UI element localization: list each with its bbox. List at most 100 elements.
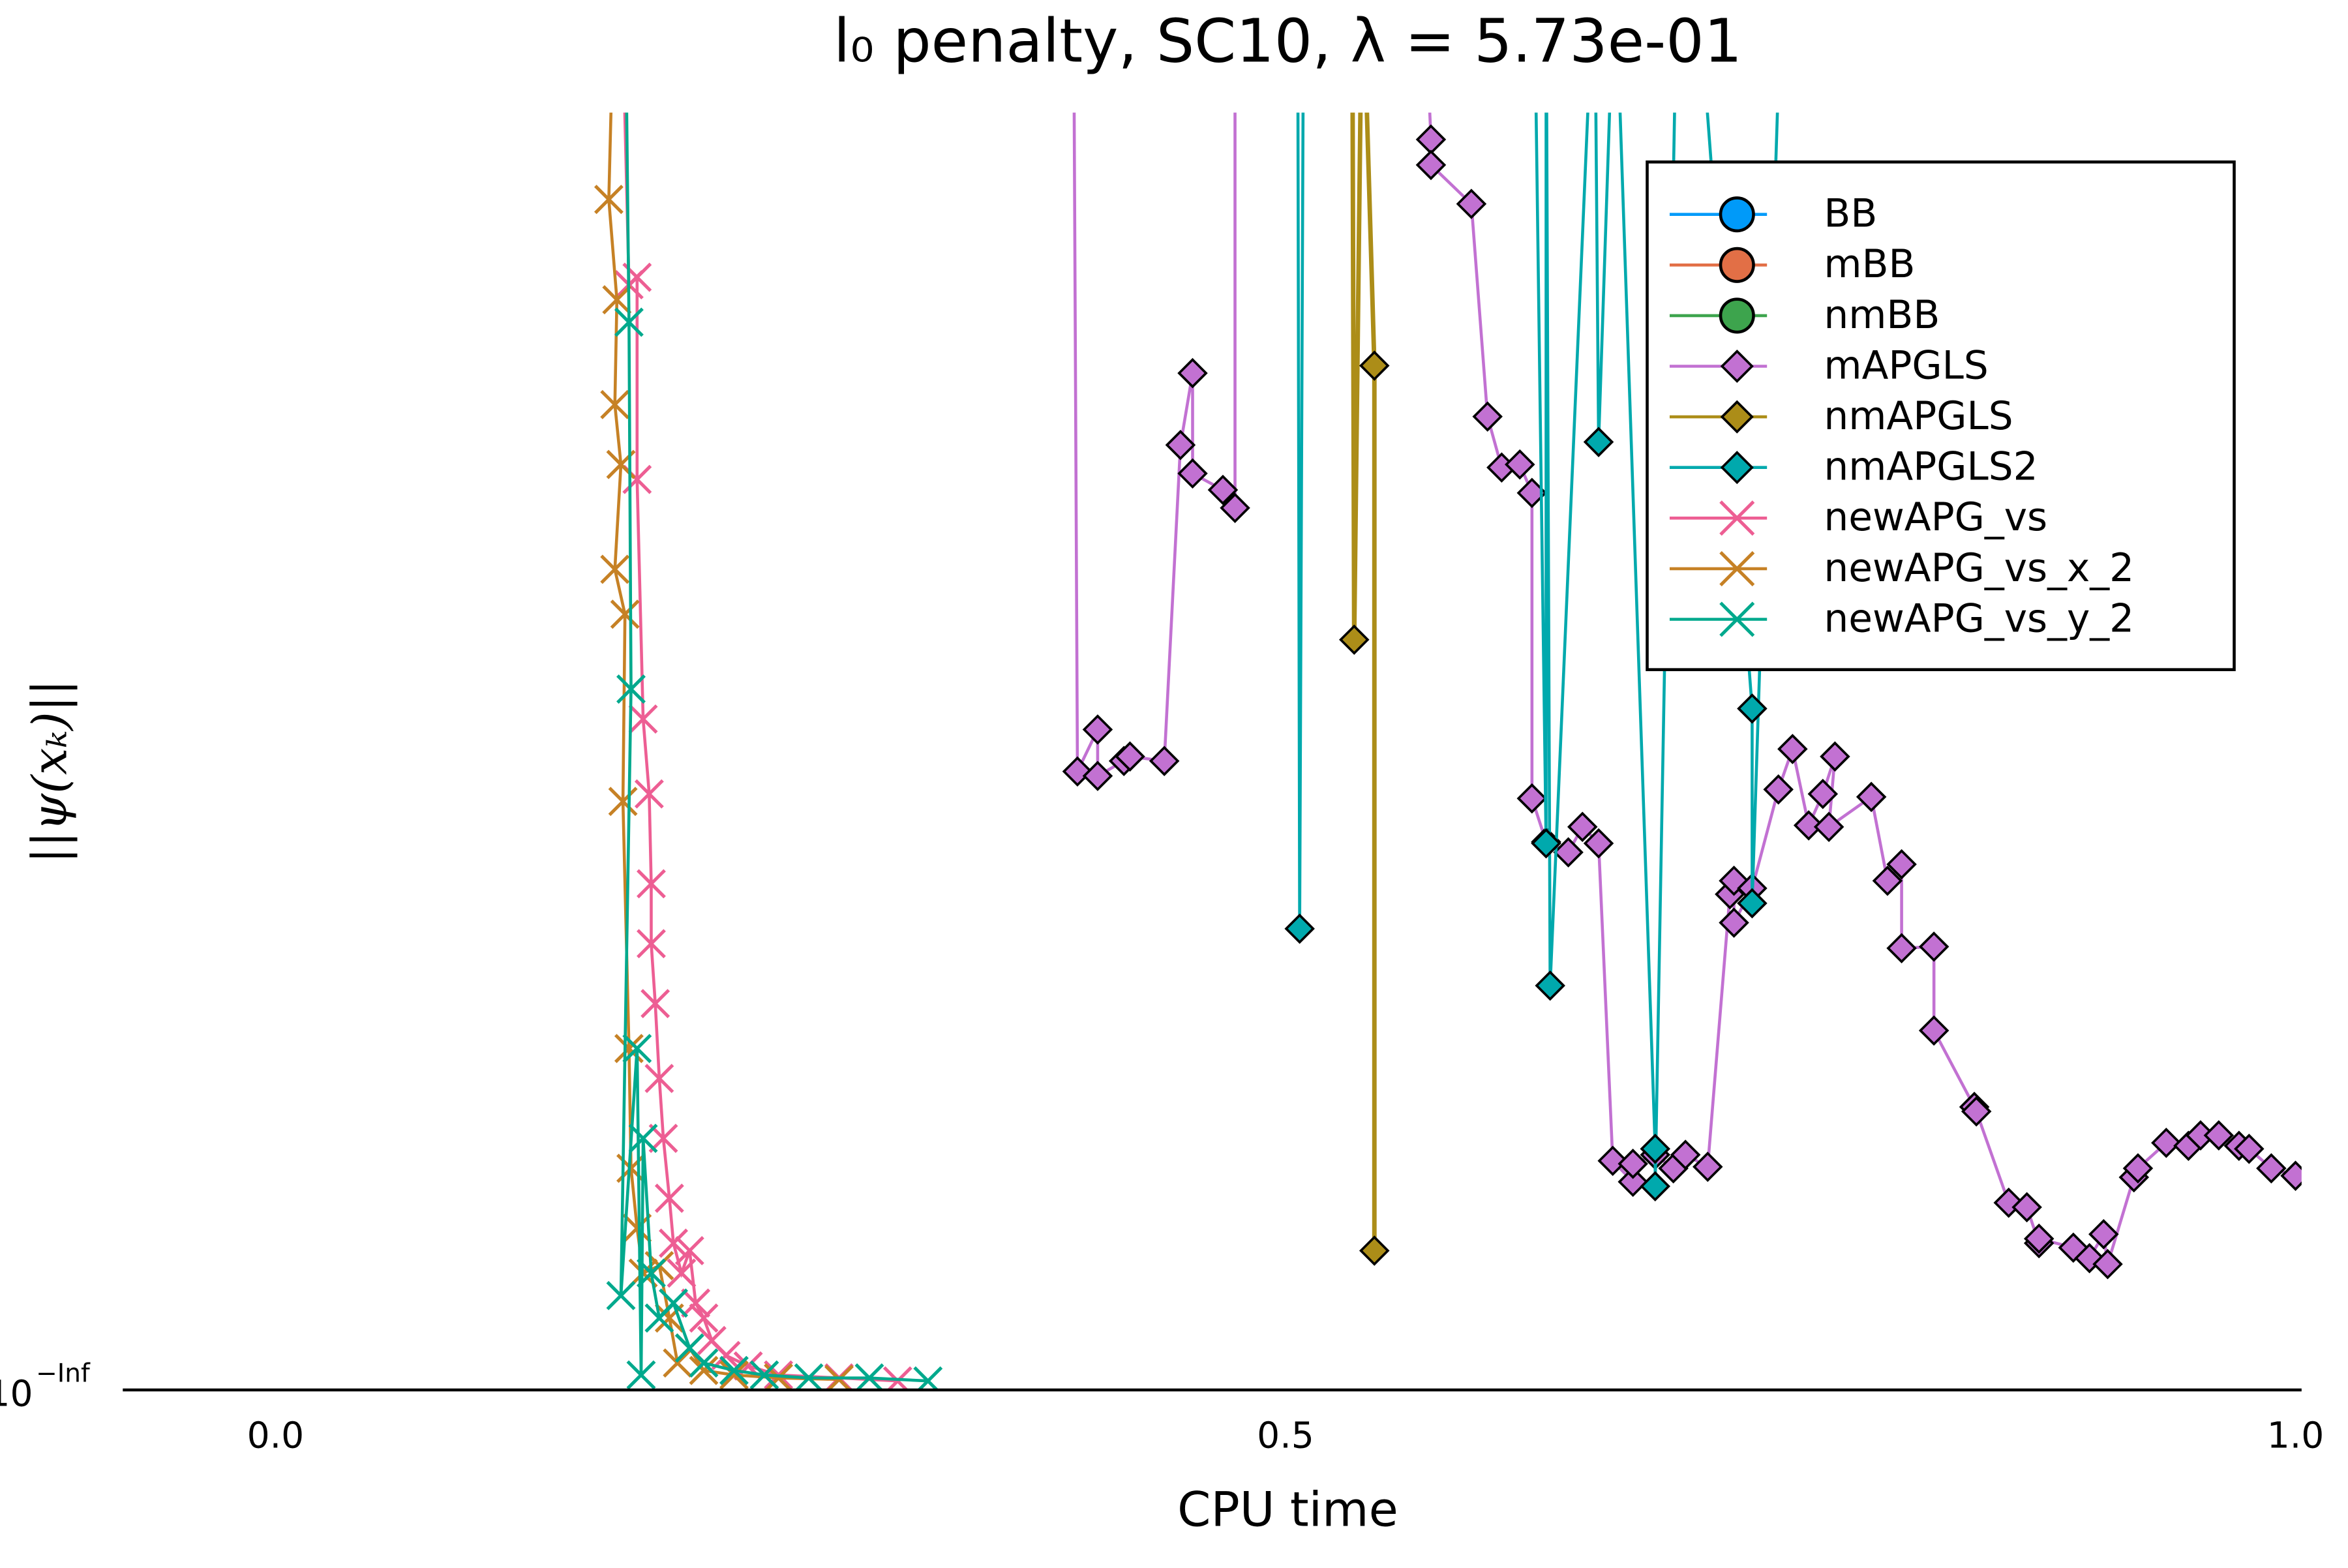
legend-label: nmAPGLS: [1824, 394, 2013, 439]
y-axis-label: ||ψ(xₖ)||: [23, 680, 78, 864]
marker: [1456, 188, 1487, 219]
marker: [2088, 1218, 2119, 1250]
marker: [1359, 1235, 1390, 1266]
marker: [1737, 693, 1768, 724]
marker: [1177, 357, 1208, 389]
marker: [2122, 1153, 2154, 1184]
marker: [1082, 761, 1113, 791]
marker: [1886, 933, 1917, 963]
marker: [637, 869, 666, 899]
x-axis-label: CPU time: [1177, 1482, 1398, 1537]
marker: [1618, 1149, 1648, 1179]
marker: [1284, 913, 1315, 944]
marker: [882, 1366, 912, 1390]
marker: [2011, 1192, 2042, 1223]
marker: [659, 1228, 688, 1258]
marker: [1719, 601, 1755, 637]
marker: [2092, 1248, 2123, 1280]
marker: [1583, 828, 1614, 859]
marker: [637, 929, 666, 959]
marker: [610, 599, 640, 629]
marker: [1415, 124, 1447, 155]
series-line: [623, 112, 898, 1383]
legend: BB mBB nmBB mAPGLS nmAPGLS nmAPGLS2 newAPG_vsn…: [1646, 160, 2236, 671]
marker: [1886, 849, 1917, 880]
marker: [913, 1366, 943, 1390]
marker: [2280, 1160, 2302, 1191]
marker: [1516, 783, 1548, 814]
y-tick-label: 10: [0, 1372, 33, 1414]
marker: [634, 779, 664, 809]
marker: [1207, 474, 1239, 505]
marker: [854, 1363, 884, 1390]
marker: [1918, 931, 1949, 962]
marker: [1504, 449, 1535, 480]
marker: [628, 1123, 658, 1153]
legend-label: mAPGLS: [1824, 343, 1988, 388]
legend-label: mBB: [1824, 242, 1915, 287]
marker: [2023, 1223, 2054, 1254]
marker: [654, 1183, 684, 1213]
marker: [1961, 1096, 1992, 1127]
marker: [602, 285, 632, 315]
marker: [622, 1213, 652, 1243]
marker: [1813, 811, 1844, 842]
marker: [2074, 1243, 2105, 1274]
marker: [1719, 196, 1755, 233]
marker: [1719, 297, 1755, 334]
marker: [2256, 1153, 2287, 1184]
marker: [1177, 458, 1208, 489]
marker: [614, 307, 644, 337]
marker: [1793, 810, 1824, 841]
marker: [1472, 401, 1503, 432]
marker: [1640, 1171, 1671, 1202]
marker: [1062, 756, 1093, 787]
marker: [1531, 828, 1561, 859]
marker: [622, 1034, 652, 1063]
marker: [1719, 550, 1755, 586]
marker: [1535, 970, 1565, 1001]
marker: [606, 1280, 636, 1310]
marker: [689, 1348, 719, 1378]
marker: [1719, 907, 1749, 938]
x-tick-label: 1.0: [2267, 1415, 2325, 1456]
marker: [689, 1303, 719, 1333]
marker: [1220, 492, 1250, 523]
marker: [644, 1063, 674, 1093]
legend-label: newAPG_vs_y_2: [1824, 596, 2134, 641]
y-tick-exponent: −Inf: [36, 1359, 91, 1389]
marker: [1670, 1139, 1701, 1170]
marker: [1720, 349, 1754, 384]
marker: [1719, 866, 1749, 896]
marker: [637, 1258, 666, 1288]
marker: [1618, 1166, 1648, 1198]
marker: [719, 1355, 749, 1385]
marker: [663, 1348, 693, 1378]
marker: [2234, 1134, 2265, 1164]
marker: [1415, 149, 1447, 181]
x-tick-label: 0.0: [247, 1415, 305, 1456]
marker: [1165, 430, 1196, 460]
marker: [1082, 714, 1113, 745]
marker: [681, 1288, 711, 1318]
marker: [608, 787, 638, 817]
marker: [1720, 400, 1754, 434]
marker: [659, 1288, 688, 1318]
marker: [1918, 1015, 1949, 1046]
legend-label: BB: [1824, 192, 1877, 237]
marker: [1856, 781, 1887, 813]
marker: [600, 389, 630, 419]
chart-title: l₀ penalty, SC10, λ = 5.73e-01: [834, 7, 1742, 76]
marker: [2151, 1127, 2182, 1158]
marker: [1567, 811, 1598, 842]
x-tick-label: 0.5: [1257, 1415, 1314, 1456]
marker: [2203, 1120, 2235, 1151]
marker: [2058, 1232, 2089, 1263]
marker: [1640, 1134, 1671, 1164]
marker: [1597, 1145, 1628, 1176]
marker: [1777, 734, 1808, 764]
marker: [616, 674, 646, 704]
marker: [1737, 888, 1768, 919]
marker: [1553, 837, 1584, 868]
